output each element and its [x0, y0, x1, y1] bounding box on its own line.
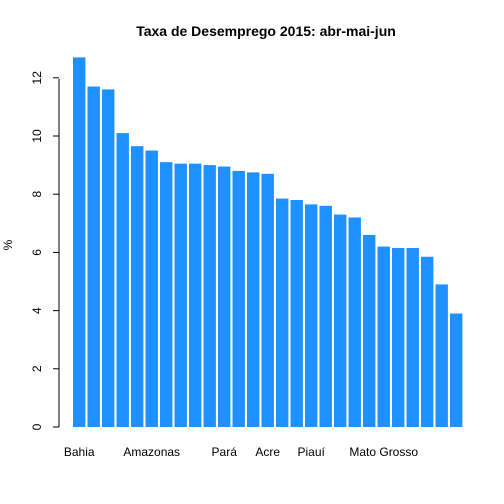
y-tick-label: 6: [30, 249, 44, 256]
bar: [73, 57, 86, 428]
bar: [261, 173, 274, 427]
y-tick-label: 0: [30, 423, 44, 430]
y-tick-label: 12: [30, 71, 44, 85]
x-tick-label: Pará: [212, 445, 238, 459]
x-tick-label: Acre: [255, 445, 280, 459]
y-tick-label: 4: [30, 307, 44, 314]
x-tick-label: Bahia: [64, 445, 95, 459]
bar: [145, 150, 158, 428]
bar: [319, 205, 332, 427]
bar: [290, 200, 303, 427]
y-tick-label: 10: [30, 129, 44, 143]
bar: [131, 146, 144, 427]
y-axis-ticks: 0 2 4 6 8 10 12: [30, 71, 59, 430]
y-tick-label: 2: [30, 365, 44, 372]
bar: [102, 89, 115, 427]
bar: [189, 163, 202, 427]
bar: [116, 133, 129, 427]
x-tick-label: Mato Grosso: [349, 445, 418, 459]
bar: [276, 198, 289, 427]
bar: [305, 204, 318, 427]
y-axis-label: %: [1, 239, 15, 250]
bars-group: [73, 57, 463, 428]
bar: [203, 165, 216, 427]
bar: [232, 170, 245, 428]
bar: [406, 248, 419, 427]
bar: [218, 166, 231, 427]
bar: [377, 246, 390, 427]
bar: [247, 172, 260, 428]
bar: [174, 163, 187, 427]
x-tick-label: Amazonas: [123, 445, 180, 459]
bar: [348, 217, 361, 427]
x-tick-label: Piauí: [298, 445, 326, 459]
y-tick-label: 8: [30, 191, 44, 198]
bar: [363, 234, 376, 427]
bar: [450, 313, 463, 427]
bar: [435, 284, 448, 427]
bar: [87, 86, 100, 427]
x-axis-labels: Bahia Amazonas Pará Acre Piauí Mato Grosso: [64, 445, 419, 459]
bar: [160, 162, 173, 427]
chart-title: Taxa de Desemprego 2015: abr-mai-jun: [136, 23, 396, 39]
bar: [334, 214, 347, 427]
bar: [421, 256, 434, 427]
bar: [392, 248, 405, 427]
